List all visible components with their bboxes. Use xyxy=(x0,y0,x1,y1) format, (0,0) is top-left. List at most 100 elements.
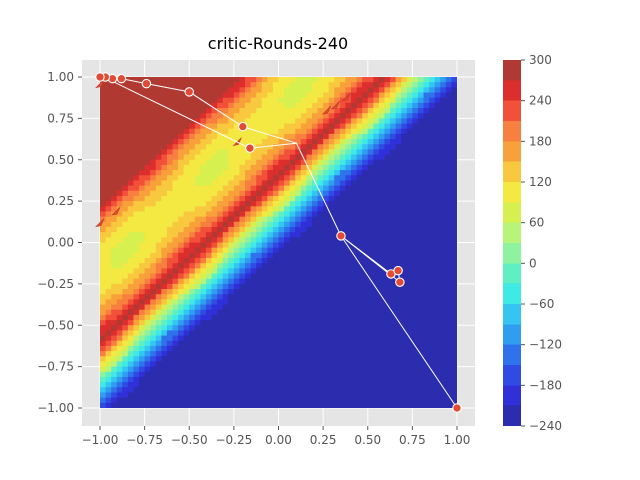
contour-cell xyxy=(139,190,146,197)
contour-cell xyxy=(267,216,274,223)
contour-cell xyxy=(423,113,430,119)
contour-cell xyxy=(100,247,107,254)
contour-cell xyxy=(395,304,402,311)
contour-cell xyxy=(345,361,352,368)
contour-cell xyxy=(178,273,185,280)
contour-cell xyxy=(261,118,268,125)
contour-cell xyxy=(178,190,185,197)
contour-cell xyxy=(351,123,358,130)
contour-cell xyxy=(105,263,112,269)
y-tick-label: −0.50 xyxy=(37,318,74,332)
contour-cell xyxy=(334,242,341,249)
contour-cell xyxy=(362,397,369,404)
contour-cell xyxy=(429,185,436,192)
contour-cell xyxy=(111,102,118,109)
contour-cell xyxy=(323,387,330,394)
contour-cell xyxy=(317,139,324,145)
contour-cell xyxy=(228,325,235,332)
contour-cell xyxy=(116,320,123,326)
contour-cell xyxy=(434,175,441,182)
contour-cell xyxy=(451,366,457,373)
contour-cell xyxy=(116,226,123,233)
contour-cell xyxy=(351,283,358,290)
contour-cell xyxy=(194,325,202,332)
contour-cell xyxy=(412,247,419,254)
contour-cell xyxy=(373,252,380,259)
contour-cell xyxy=(172,273,179,280)
contour-cell xyxy=(194,118,202,125)
contour-cell xyxy=(362,118,369,125)
contour-cell xyxy=(217,283,224,290)
contour-cell xyxy=(278,299,285,306)
contour-cell xyxy=(339,309,347,316)
contour-cell xyxy=(211,102,218,109)
contour-cell xyxy=(417,252,425,259)
contour-cell xyxy=(222,87,229,94)
contour-cell xyxy=(295,392,302,399)
contour-cell xyxy=(284,206,291,213)
contour-cell xyxy=(122,159,129,166)
contour-cell xyxy=(328,397,335,404)
contour-cell xyxy=(323,356,330,363)
contour-cell xyxy=(127,402,135,408)
contour-cell xyxy=(362,294,369,300)
contour-cell xyxy=(116,237,123,244)
contour-cell xyxy=(300,237,307,244)
contour-cell xyxy=(423,87,430,94)
contour-cell xyxy=(194,226,202,233)
contour-cell xyxy=(189,226,196,233)
contour-cell xyxy=(429,133,436,140)
contour-cell xyxy=(105,201,112,207)
contour-cell xyxy=(127,118,135,125)
contour-cell xyxy=(178,351,185,357)
contour-cell xyxy=(445,314,453,321)
contour-cell xyxy=(378,87,386,94)
contour-cell xyxy=(445,247,453,254)
contour-cell xyxy=(334,309,341,316)
colorbar-tick-label: 0 xyxy=(529,256,537,270)
contour-cell xyxy=(183,97,190,104)
contour-cell xyxy=(434,170,441,176)
contour-cell xyxy=(205,128,213,135)
contour-cell xyxy=(150,335,157,342)
contour-cell xyxy=(401,252,408,259)
contour-cell xyxy=(401,366,408,373)
contour-cell xyxy=(345,314,352,321)
contour-cell xyxy=(417,325,425,332)
contour-cell xyxy=(245,113,252,119)
contour-cell xyxy=(378,180,386,187)
contour-cell xyxy=(178,123,185,130)
contour-cell xyxy=(328,289,335,295)
contour-cell xyxy=(155,92,162,99)
contour-cell xyxy=(127,356,135,363)
contour-cell xyxy=(172,258,179,264)
contour-cell xyxy=(122,283,129,290)
contour-cell xyxy=(429,392,436,399)
contour-cell xyxy=(211,221,218,228)
contour-cell xyxy=(194,206,202,213)
contour-cell xyxy=(429,387,436,394)
contour-cell xyxy=(284,190,291,197)
arrow-mark xyxy=(95,218,105,228)
contour-cell xyxy=(139,325,146,332)
contour-cell xyxy=(233,345,241,352)
contour-cell xyxy=(211,139,218,145)
contour-cell xyxy=(194,201,202,207)
contour-cell xyxy=(401,361,408,368)
contour-cell xyxy=(178,304,185,311)
contour-cell xyxy=(328,128,335,135)
contour-cell xyxy=(351,170,358,176)
contour-cell xyxy=(178,392,185,399)
contour-cell xyxy=(417,263,425,269)
contour-cell xyxy=(233,206,241,213)
contour-cell xyxy=(401,263,408,269)
contour-cell xyxy=(401,356,408,363)
contour-cell xyxy=(406,133,413,140)
contour-cell xyxy=(172,221,179,228)
contour-cell xyxy=(406,283,413,290)
contour-cell xyxy=(367,320,374,326)
contour-cell xyxy=(239,268,246,275)
contour-cell xyxy=(351,216,358,223)
contour-cell xyxy=(172,361,179,368)
contour-cell xyxy=(311,206,319,213)
